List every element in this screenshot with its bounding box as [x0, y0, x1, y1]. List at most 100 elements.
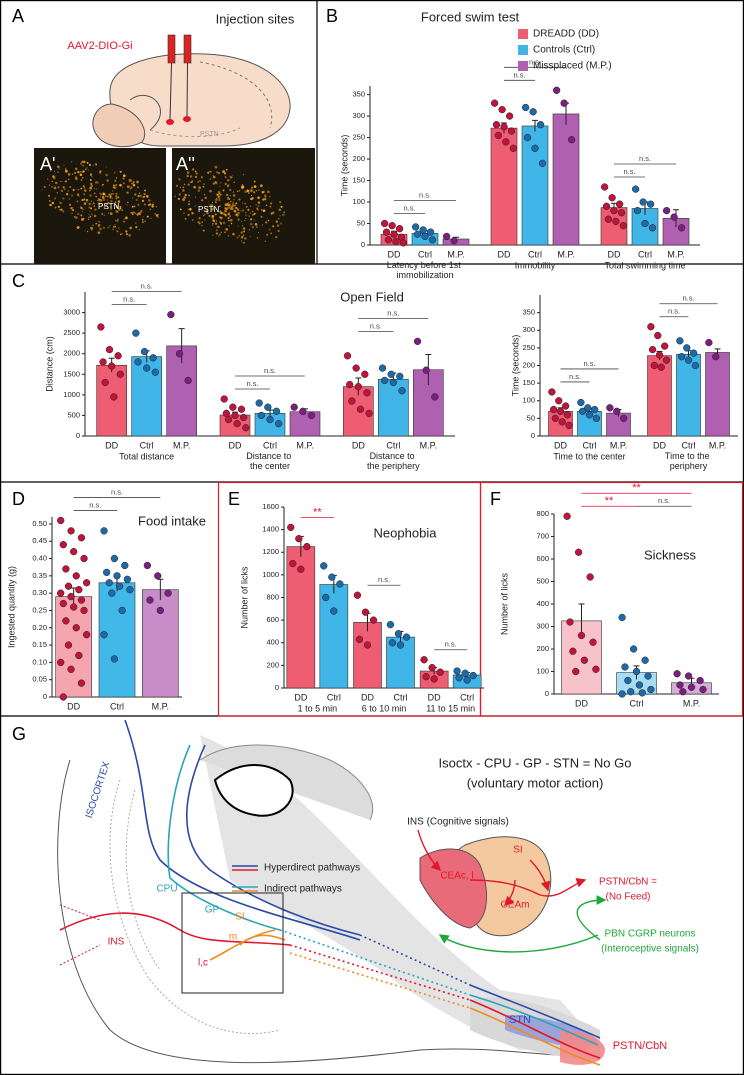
- cell: [67, 190, 69, 192]
- data-point: [75, 586, 83, 594]
- data-point: [562, 402, 570, 410]
- cell: [110, 209, 112, 211]
- cell: [101, 204, 103, 206]
- data-point: [631, 185, 640, 193]
- data-point: [523, 133, 532, 142]
- y-tick-label: 0.05: [32, 675, 47, 684]
- cell: [82, 185, 85, 187]
- y-tick-label: 150: [352, 176, 365, 185]
- cell: [178, 193, 181, 196]
- cell: [183, 196, 186, 199]
- cell: [238, 189, 241, 192]
- cell: [119, 183, 122, 187]
- cell: [254, 222, 258, 226]
- cell: [182, 186, 185, 189]
- data-point: [712, 353, 720, 361]
- cell: [249, 222, 253, 226]
- group-label: Distance to the periphery: [367, 451, 420, 471]
- data-point: [224, 415, 233, 424]
- data-point: [272, 407, 281, 415]
- cell: [233, 181, 235, 184]
- y-tick-label: 300: [536, 621, 549, 630]
- cell: [71, 208, 75, 212]
- cell: [105, 173, 108, 177]
- data-point: [679, 688, 687, 696]
- cell: [121, 209, 124, 212]
- significance-label: **: [605, 495, 614, 507]
- injection-site: [166, 119, 174, 125]
- y-axis-label: Time (seconds): [339, 135, 349, 197]
- hyperdirect-red: [59, 912, 291, 946]
- cell: [131, 213, 134, 216]
- cell: [257, 204, 260, 208]
- ins-border: [59, 904, 101, 921]
- layer: [109, 779, 281, 1034]
- data-point: [99, 358, 107, 366]
- cell: [127, 201, 129, 204]
- data-point: [610, 206, 618, 215]
- cell: [217, 235, 220, 237]
- cell: [222, 170, 225, 173]
- cell: [264, 240, 267, 242]
- y-axis-label: Number of licks: [239, 566, 249, 629]
- data-point: [101, 378, 109, 387]
- cell: [84, 230, 86, 232]
- cell: [205, 208, 209, 212]
- cell: [178, 178, 181, 181]
- cell: [187, 203, 191, 206]
- data-point: [70, 547, 78, 556]
- data-point: [461, 669, 469, 677]
- data-point: [620, 414, 628, 423]
- data-point: [563, 411, 572, 419]
- diagram-label: ISOCORTEX: [84, 760, 113, 820]
- cell: [93, 214, 97, 218]
- hyperdirect-blue: [124, 719, 361, 941]
- cell: [101, 185, 103, 187]
- significance-label: n.s.: [419, 190, 431, 199]
- diagram-label: STN: [509, 1014, 531, 1026]
- cell: [270, 202, 273, 205]
- cell: [103, 205, 106, 208]
- data-point: [57, 589, 65, 597]
- data-point: [320, 562, 328, 570]
- data-point: [648, 345, 657, 354]
- cell: [224, 182, 227, 186]
- y-tick-label: 600: [536, 554, 549, 563]
- cell: [143, 193, 146, 196]
- cell: [227, 206, 231, 209]
- cell: [114, 219, 117, 222]
- cell: [218, 197, 221, 200]
- frame-f: [479, 481, 744, 717]
- bar-label: M.P.: [420, 440, 437, 450]
- significance-label: n.s.: [89, 500, 101, 509]
- cell: [232, 191, 235, 193]
- chart: Neophobia Number of licks 0 200 400 600 800 100…: [239, 502, 484, 713]
- data-point: [600, 183, 609, 191]
- data-point: [154, 572, 162, 580]
- cell: [88, 163, 91, 166]
- bar: [552, 113, 580, 246]
- data-point: [567, 136, 576, 144]
- data-point: [398, 387, 406, 395]
- cell: [194, 205, 196, 207]
- data-point: [382, 228, 391, 236]
- cell: [256, 237, 259, 239]
- cell: [80, 178, 83, 182]
- cell: [264, 197, 267, 201]
- cell: [211, 214, 215, 218]
- data-point: [72, 624, 80, 632]
- cell: [189, 175, 193, 178]
- cell: [211, 224, 214, 226]
- cell: [250, 194, 253, 196]
- data-point: [264, 403, 272, 411]
- cell: [131, 197, 134, 199]
- data-point: [529, 108, 537, 116]
- data-point: [82, 631, 91, 639]
- cell: [76, 226, 80, 229]
- cell: [128, 234, 131, 237]
- data-point: [586, 573, 594, 581]
- cell: [228, 225, 230, 227]
- data-point: [589, 638, 597, 646]
- cell: [63, 164, 65, 166]
- cell: [41, 189, 43, 191]
